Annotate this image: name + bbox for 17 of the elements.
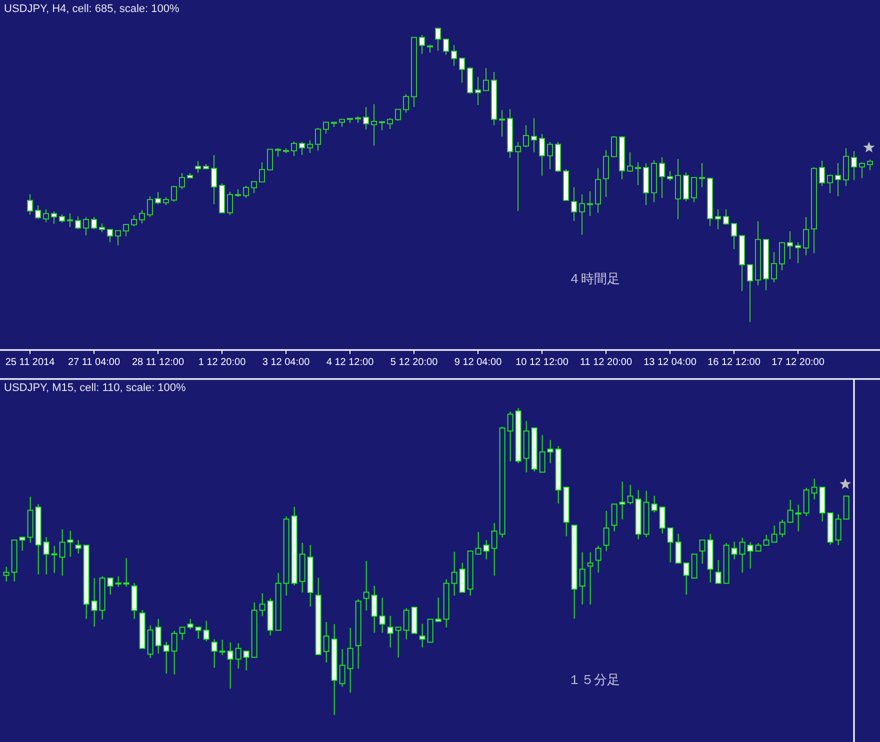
x-tick-label: 13 12 04:00 [644,357,697,368]
x-tick-label: 3 12 04:00 [262,357,310,368]
x-tick-label: 4 12 12:00 [326,357,374,368]
x-tick-label: 16 12 12:00 [708,357,761,368]
chart-title: USDJPY, M15, cell: 110, scale: 100% [4,382,186,394]
x-tick-label: 10 12 12:00 [516,357,569,368]
x-tick-label: 1 12 20:00 [198,357,246,368]
x-tick-label: 11 12 20:00 [580,357,632,368]
x-tick-label: 27 11 04:00 [68,357,120,368]
x-tick-label: 25 11 2014 [5,357,56,368]
annotation: １５分足 [568,673,620,688]
x-tick-label: 5 12 20:00 [390,357,438,368]
annotation: ４時間足 [568,272,620,287]
x-tick-label: 28 11 12:00 [132,357,184,368]
chart-title: USDJPY, H4, cell: 685, scale: 100% [4,3,180,15]
x-tick-label: 9 12 04:00 [454,357,502,368]
x-tick-label: 17 12 20:00 [772,357,825,368]
